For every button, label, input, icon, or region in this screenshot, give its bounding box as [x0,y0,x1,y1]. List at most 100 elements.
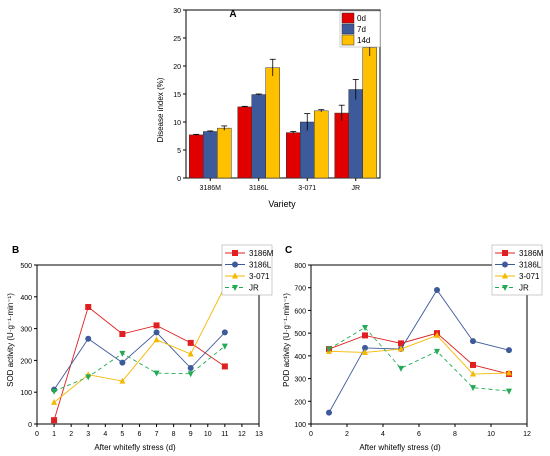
panel-c-data-point [434,348,440,355]
panel-b-series-line [53,286,226,403]
panel-b-data-point [85,335,92,342]
panel-b-data-point [221,363,228,370]
panel-c-label: C [285,245,292,256]
panel-c-legend-marker [502,285,508,291]
panel-c-data-point [362,324,368,331]
panel-b-data-point [187,365,194,372]
panel-b-series-line [53,306,226,421]
panel-b-data-point [153,336,160,343]
panel-b-xtick-label: 4 [103,431,107,438]
panel-a-bar [251,94,266,179]
panel-a-bar [286,132,301,179]
panel-a-legend-swatch [341,34,355,46]
panel-c-ytick-label: 600 [294,308,306,315]
panel-c-ytick-label: 400 [294,354,306,361]
panel-a-ytick-label: 0 [177,176,181,183]
panel-a-bar [203,131,218,179]
panel-c-legend-label: JR [519,284,529,293]
panel-b-legend-marker [232,285,238,291]
panel-b-data-point [187,371,194,378]
panel-b-label: B [12,245,19,256]
panel-c-data-point [506,388,512,395]
panel-c-ytick-label: 300 [294,377,306,384]
panel-c-data-point [398,340,404,347]
panel-a-xtick-label: JR [351,185,360,192]
panel-b-data-point [51,398,58,405]
panel-c-series-line [328,326,510,392]
panel-c-data-point [398,365,404,372]
panel-a-bar [237,106,252,179]
panel-a-label: A [229,9,236,20]
panel-b-xtick-label: 0 [35,431,39,438]
panel-b-xtick-label: 9 [189,431,193,438]
panel-c-xtick-label: 10 [487,431,495,438]
panel-a-bar [265,67,280,179]
panel-a-ytick-label: 15 [173,92,181,99]
panel-b-xtick-label: 11 [221,431,228,438]
panel-b-data-point [153,322,160,329]
panel-c-data-point [470,338,476,345]
panel-a-legend-swatch [341,23,355,35]
panel-b-series-line [53,331,226,390]
panel-c-ytick-label: 500 [294,331,306,338]
panel-c-xtick-label: 2 [345,431,349,438]
panel-a-ytick-label: 10 [173,120,181,127]
panel-c-data-point [398,345,404,352]
panel-a-xtick-label: 3186L [249,185,269,192]
panel-c-data-point [470,361,476,368]
panel-b-data-point [187,350,194,357]
panel-c-xtick-label: 12 [523,431,531,438]
panel-b-ytick-label: 300 [20,327,32,334]
panel-b-data-point [119,350,126,357]
panel-a-legend-label: 7d [357,25,366,34]
panel-b-data-point [119,377,126,384]
panel-b-xtick-label: 2 [69,431,73,438]
panel-b-legend-marker [232,261,238,268]
panel-b-xtick-label: 3 [86,431,90,438]
panel-c-data-point [362,344,368,351]
panel-a-legend-label: 14d [357,36,370,45]
panel-b-xtick-label: 7 [155,431,159,438]
panel-b-data-point [119,359,126,366]
panel-b-xtick-label: 10 [204,431,212,438]
panel-c-data-point [362,332,368,339]
panel-b-axes-frame [36,264,260,425]
panel-c-ytick-label: 700 [294,286,306,293]
panel-b-legend-label: 3186M [249,249,274,258]
panel-a-ytick-label: 30 [173,8,181,15]
panel-b-data-point [221,343,228,350]
panel-b-data-point [85,374,92,381]
panel-a-bar [334,112,349,179]
panel-c-ytick-label: 200 [294,399,306,406]
panel-c-legend-marker [502,250,508,256]
panel-b-data-point [153,370,160,377]
panel-b-xtick-label: 8 [172,431,176,438]
panel-b-data-point [221,329,228,336]
panel-b-xtick-label: 13 [255,431,263,438]
panel-c-legend-label: 3-071 [519,272,540,281]
panel-b-data-point [153,329,160,336]
panel-b-xlabel: After whitefly stress (d) [94,443,176,452]
panel-b-ytick-label: 200 [20,358,32,365]
panel-a-bar [189,134,204,179]
panel-c-series-line [328,289,510,413]
panel-c-legend-marker [502,272,508,279]
panel-c-line-chart: C 100 200 300 400 500 600 700 800 0 2 4 6 8 10 12 3186M… [282,244,544,452]
panel-b-data-point [119,331,126,338]
panel-b-legend-label: JR [249,284,259,293]
panel-b-data-point [51,388,58,395]
panel-c-legend-marker [502,261,508,268]
panel-a-legend-swatch [341,12,355,24]
panel-b-xtick-label: 6 [138,431,142,438]
panel-b-xtick-label: 5 [120,431,124,438]
panel-b-data-point [85,303,92,310]
panel-b-ytick-label: 0 [28,422,32,429]
panel-a-xtick-label: 3186M [200,185,222,192]
panel-a-bar-chart: A 0 5 10 15 20 25 30 3186M 3186L 3-071 JR 0d 7d 14d V… [156,8,381,209]
panel-b-data-point [51,417,58,424]
panel-b-series-line [53,345,226,392]
panel-c-xtick-label: 6 [417,431,421,438]
panel-b-ytick-label: 100 [20,390,32,397]
